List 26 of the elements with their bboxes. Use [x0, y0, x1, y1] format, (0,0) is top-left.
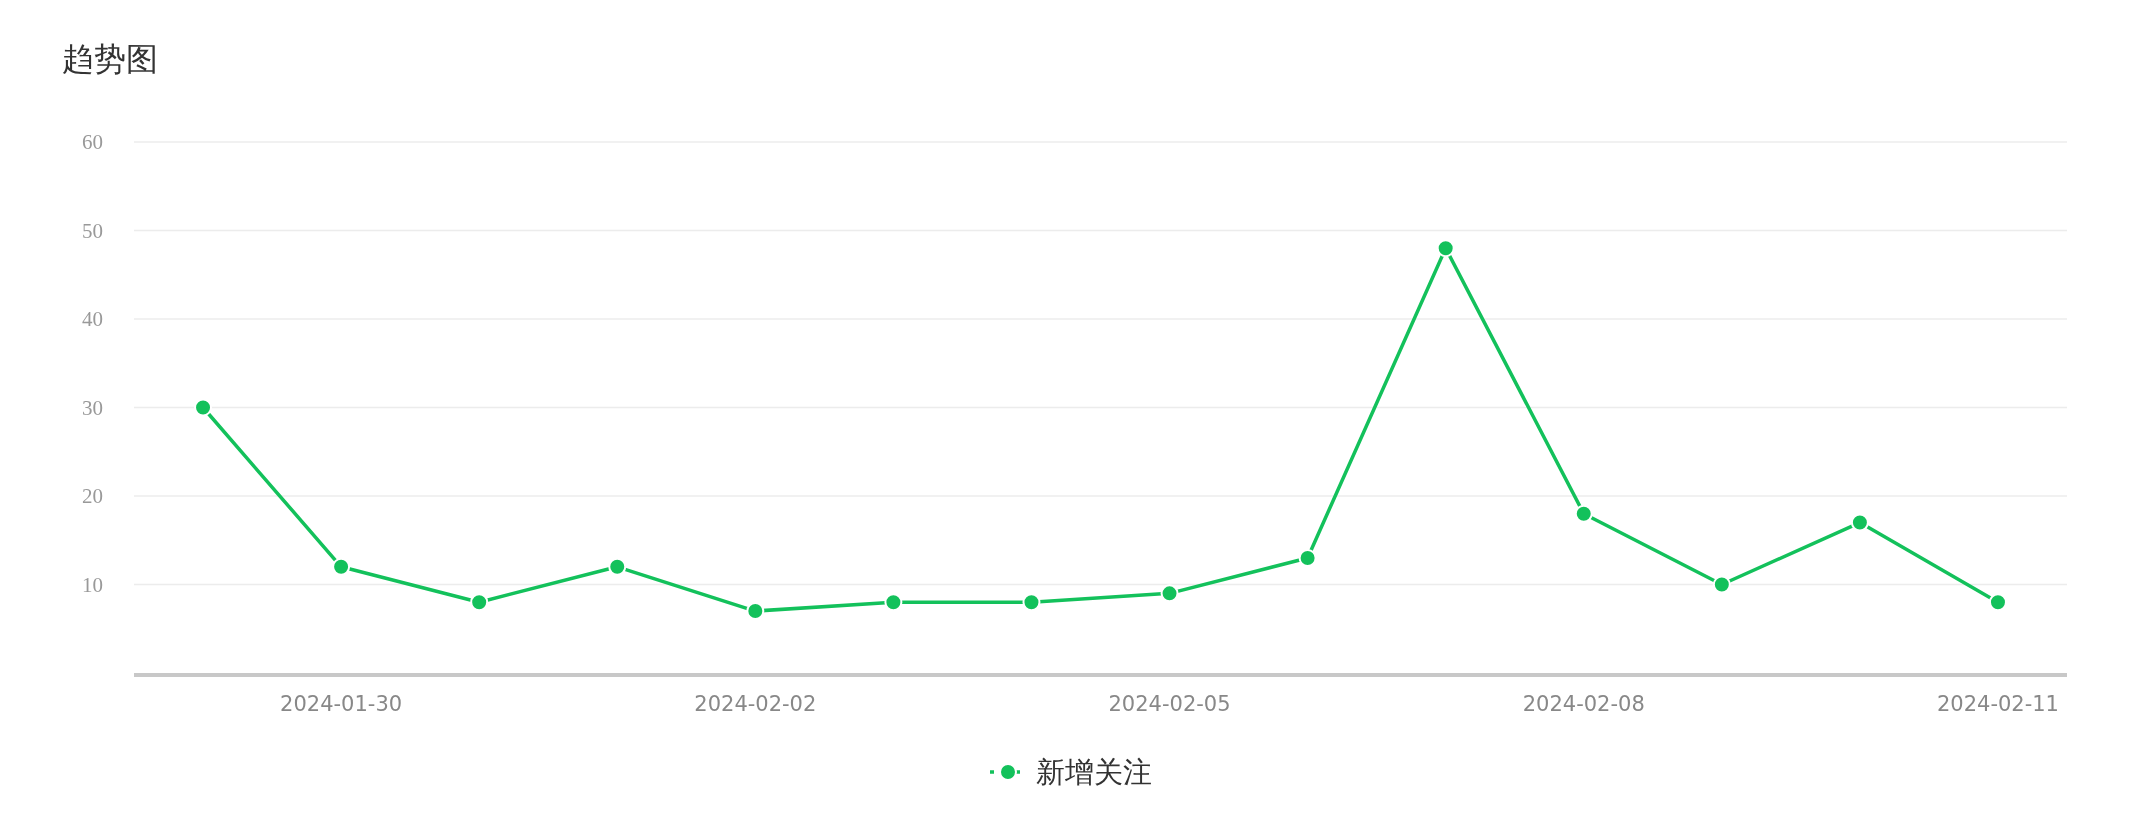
chart-title: 趋势图 [62, 40, 158, 78]
point [1850, 513, 1869, 532]
point [1574, 504, 1593, 523]
y-tick-label: 40 [82, 307, 103, 332]
legend-label: 新增关注 [1036, 755, 1152, 790]
x-tick-label: 2024-02-05 [1108, 692, 1231, 717]
point [608, 557, 627, 576]
point [1712, 575, 1731, 594]
point [194, 398, 213, 417]
x-tick-label: 2024-02-02 [694, 692, 817, 717]
y-tick-label: 20 [82, 484, 103, 509]
point [884, 593, 903, 612]
y-tick-label: 30 [82, 395, 103, 420]
y-tick-label: 10 [82, 572, 103, 597]
point [470, 593, 489, 612]
point [1988, 593, 2007, 612]
point [1160, 584, 1179, 603]
y-tick-label: 60 [82, 130, 103, 155]
x-tick-label: 2024-02-08 [1522, 692, 1645, 717]
x-tick-label: 2024-01-30 [280, 692, 403, 717]
point [1436, 239, 1455, 258]
x-tick-label: 2024-02-11 [1936, 692, 2059, 717]
point [332, 557, 351, 576]
point [1298, 548, 1317, 567]
point [1022, 593, 1041, 612]
y-tick-label: 50 [82, 218, 103, 243]
